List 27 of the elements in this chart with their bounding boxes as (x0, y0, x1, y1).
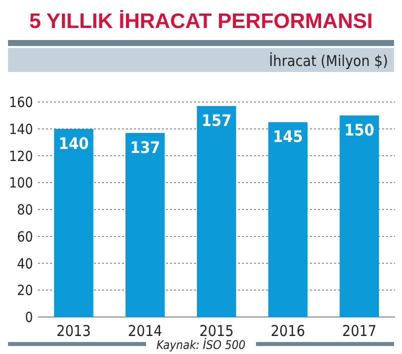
x-tick-label: 2013 (56, 322, 91, 340)
data-label: 150 (344, 120, 374, 140)
chart-title: 5 YILLIK İHRACAT PERFORMANSI (29, 10, 373, 33)
bar (340, 115, 379, 317)
data-label: 157 (201, 111, 232, 130)
x-tick-label: 2017 (342, 322, 376, 340)
y-tick-label: 40 (16, 256, 33, 272)
y-axis-title: İhracat (Milyon $) (269, 52, 388, 70)
y-tick-label: 20 (16, 283, 33, 300)
bar (268, 122, 308, 317)
x-tick-label: 2015 (199, 322, 234, 340)
y-tick-label: 160 (8, 95, 33, 111)
y-tick-label: 0 (24, 310, 33, 326)
x-tick-label: 2016 (270, 322, 306, 340)
y-tick-label: 60 (16, 229, 33, 246)
data-label: 145 (272, 127, 303, 146)
y-tick-label: 140 (8, 122, 33, 138)
y-tick-label: 120 (8, 148, 33, 165)
x-tick-label: 2014 (128, 322, 162, 340)
data-label: 137 (130, 138, 160, 157)
text: Kaynak: İSO 500 (156, 338, 246, 352)
y-tick-label: 100 (8, 176, 33, 192)
data-label: 140 (58, 134, 89, 153)
bar (54, 128, 94, 317)
y-tick-label: 80 (16, 202, 33, 218)
bar (196, 106, 236, 317)
bar (125, 132, 165, 317)
